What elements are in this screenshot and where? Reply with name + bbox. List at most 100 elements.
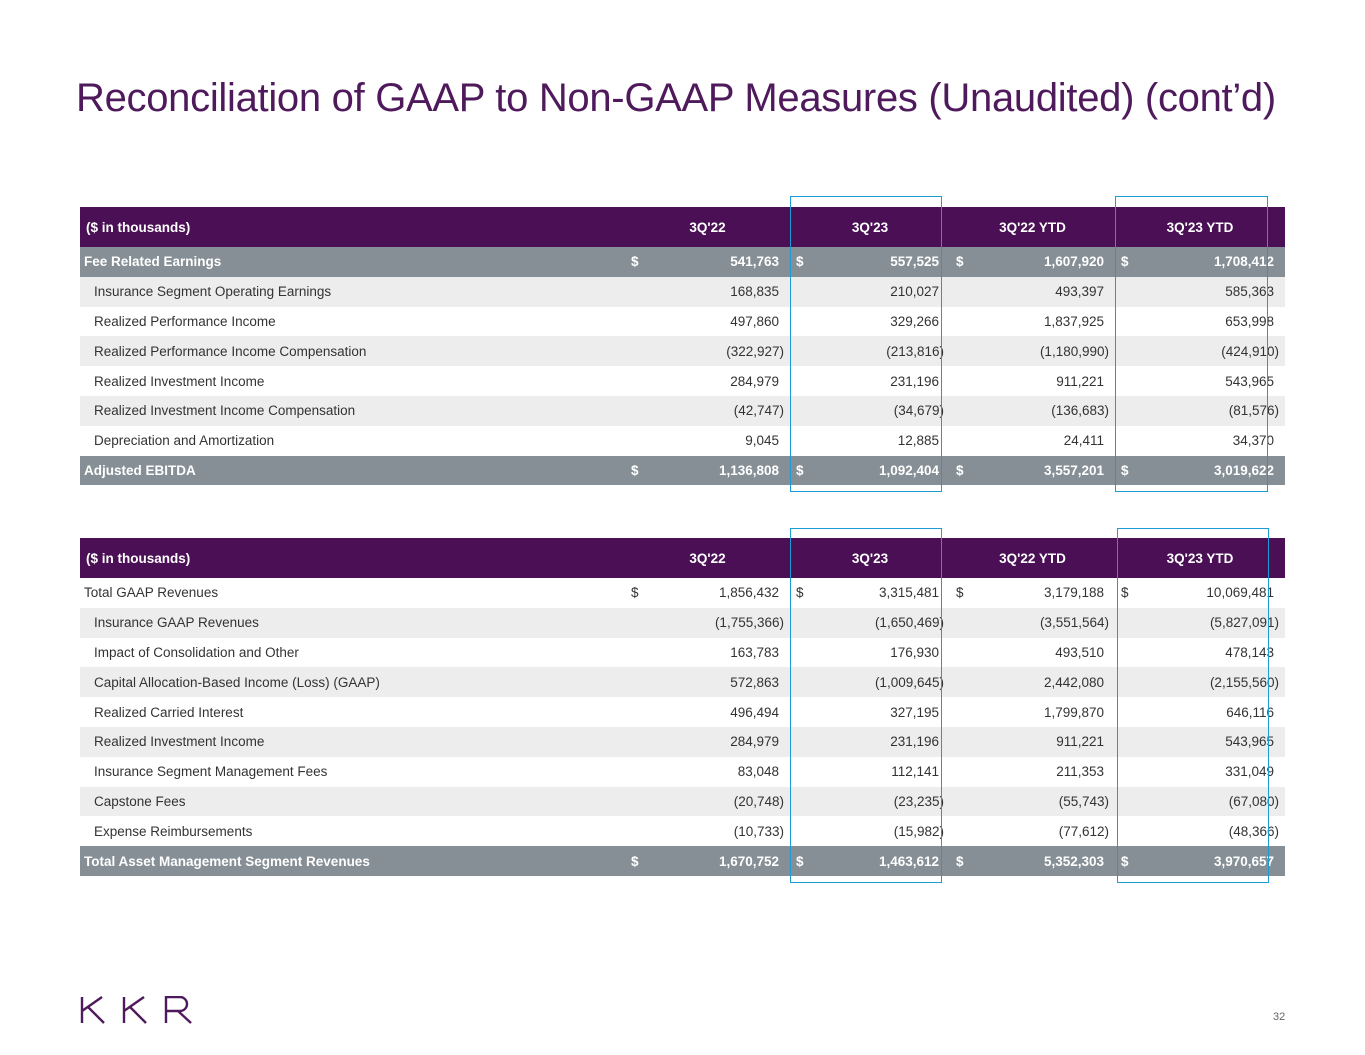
- value-cell: $1,708,412: [1115, 247, 1285, 277]
- dollar-sign: $: [1121, 585, 1129, 601]
- value: 231,196: [890, 373, 939, 389]
- value-cell: 329,266: [790, 307, 950, 337]
- value: 543,965: [1225, 734, 1274, 750]
- dollar-sign: $: [1121, 254, 1129, 270]
- value-cell: 112,141: [790, 757, 950, 787]
- table-row: Realized Performance Income Compensation…: [80, 336, 1285, 367]
- value: 1,856,432: [718, 585, 779, 601]
- highlight-box-3q23-ytd: [1115, 196, 1268, 492]
- value: (136,683): [1051, 403, 1109, 419]
- dollar-sign: $: [796, 254, 804, 270]
- value-cell: 585,363: [1115, 276, 1285, 307]
- value-cell: $3,179,188: [950, 578, 1115, 608]
- value-cell: 168,835: [625, 276, 790, 307]
- value: 329,266: [890, 313, 939, 329]
- value: (23,235): [893, 793, 944, 809]
- value-cell: (15,982): [790, 816, 950, 846]
- value-cell: (424,910): [1115, 336, 1285, 367]
- total-row: Adjusted EBITDA $1,136,808 $1,092,404 $3,55…: [80, 455, 1285, 486]
- value-cell: 12,885: [790, 426, 950, 456]
- value: (5,827,091): [1209, 615, 1279, 631]
- row-label: Realized Investment Income Compensation: [80, 395, 625, 426]
- value-cell: 496,494: [625, 697, 790, 727]
- value-cell: 163,783: [625, 638, 790, 668]
- value: 176,930: [890, 644, 939, 660]
- value-cell: 911,221: [950, 366, 1115, 396]
- page-number: 32: [1273, 1011, 1286, 1023]
- value: 646,116: [1226, 704, 1274, 720]
- value: 168,835: [730, 284, 779, 300]
- table-row: Realized Performance Income 497,860 329,26…: [80, 307, 1285, 337]
- value-cell: 284,979: [625, 366, 790, 396]
- value-cell: 1,837,925: [950, 307, 1115, 337]
- value-cell: (55,743): [950, 786, 1115, 817]
- value: (15,982): [893, 823, 944, 839]
- value: (55,743): [1058, 793, 1109, 809]
- value-cell: 497,860: [625, 307, 790, 337]
- value: (34,679): [893, 403, 944, 419]
- column-header: 3Q'22 YTD: [950, 207, 1115, 247]
- column-header: 3Q'22: [625, 538, 790, 578]
- value-cell: 543,965: [1115, 726, 1285, 757]
- value: 497,860: [730, 313, 779, 329]
- table-row: Total GAAP Revenues $1,856,432 $3,315,481 $…: [80, 578, 1285, 608]
- value-cell: 284,979: [625, 726, 790, 757]
- value-cell: (67,080): [1115, 786, 1285, 817]
- value-cell: $1,607,920: [950, 247, 1115, 277]
- value-cell: (10,733): [625, 816, 790, 846]
- value-cell: (3,551,564): [950, 607, 1115, 638]
- value-cell: 493,397: [950, 276, 1115, 307]
- value-cell: (1,180,990): [950, 336, 1115, 367]
- value: 10,069,481: [1206, 585, 1274, 601]
- dollar-sign: $: [631, 853, 639, 869]
- column-header: 3Q'23 YTD: [1115, 207, 1285, 247]
- column-header: 3Q'23: [790, 538, 950, 578]
- value-cell: 478,143: [1115, 638, 1285, 668]
- value: (322,927): [726, 343, 784, 359]
- dollar-sign: $: [956, 585, 964, 601]
- table-header-row: ($ in thousands) 3Q'22 3Q'23 3Q'22 YTD 3Q'23…: [80, 538, 1285, 578]
- value: (81,576): [1228, 403, 1279, 419]
- value: 327,195: [890, 704, 939, 720]
- fre-to-ebitda-table: ($ in thousands) 3Q'22 3Q'23 3Q'22 YTD 3Q'23…: [80, 207, 1285, 486]
- value: 911,221: [1056, 734, 1104, 750]
- value-cell: 572,863: [625, 667, 790, 698]
- value-cell: $1,856,432: [625, 578, 790, 608]
- dollar-sign: $: [956, 462, 964, 478]
- value: (48,366): [1228, 823, 1279, 839]
- value: 83,048: [737, 764, 779, 780]
- value-cell: (20,748): [625, 786, 790, 817]
- value: (77,612): [1058, 823, 1109, 839]
- value: 1,136,808: [718, 462, 779, 478]
- table-row: Depreciation and Amortization 9,045 12,885…: [80, 426, 1285, 456]
- value: 572,863: [730, 674, 779, 690]
- row-label: Insurance Segment Management Fees: [94, 764, 328, 780]
- value: 911,221: [1056, 373, 1104, 389]
- value-cell: 176,930: [790, 638, 950, 668]
- value-cell: $5,352,303: [950, 846, 1115, 876]
- value: 284,979: [730, 373, 779, 389]
- value-cell: (2,155,560): [1115, 667, 1285, 698]
- row-label: Realized Investment Income: [94, 373, 265, 389]
- value: 543,965: [1225, 373, 1274, 389]
- value: (3,551,564): [1039, 615, 1109, 631]
- value-cell: 2,442,080: [950, 667, 1115, 698]
- highlight-box-3q23: [790, 528, 942, 883]
- total-row: Total Asset Management Segment Revenues $…: [80, 846, 1285, 876]
- value: 1,607,920: [1043, 254, 1104, 270]
- dollar-sign: $: [796, 585, 804, 601]
- row-label: Expense Reimbursements: [94, 823, 253, 839]
- value: 24,411: [1063, 433, 1104, 449]
- table-row: Insurance GAAP Revenues (1,755,366) (1,650…: [80, 607, 1285, 638]
- row-label: Insurance Segment Operating Earnings: [80, 276, 625, 307]
- dollar-sign: $: [956, 853, 964, 869]
- kkr-logo: [80, 995, 194, 1029]
- value-cell: $1,136,808: [625, 455, 790, 486]
- value-cell: (34,679): [790, 395, 950, 426]
- value: 3,179,188: [1043, 585, 1104, 601]
- dollar-sign: $: [796, 853, 804, 869]
- value-cell: (5,827,091): [1115, 607, 1285, 638]
- dollar-sign: $: [1121, 462, 1129, 478]
- value-cell: 911,221: [950, 726, 1115, 757]
- value: 496,494: [730, 704, 779, 720]
